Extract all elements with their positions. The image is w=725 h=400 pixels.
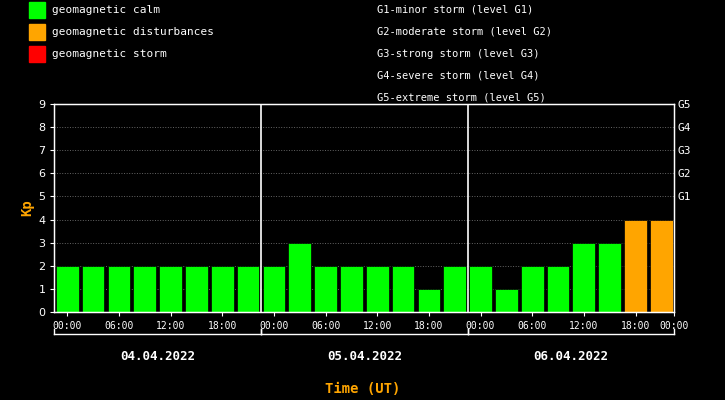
Text: G4-severe storm (level G4): G4-severe storm (level G4)	[377, 71, 539, 81]
Bar	[289, 243, 311, 312]
Text: G5-extreme storm (level G5): G5-extreme storm (level G5)	[377, 93, 546, 103]
Bar	[56, 266, 78, 312]
Text: 05.04.2022: 05.04.2022	[327, 350, 402, 363]
Bar	[392, 266, 415, 312]
Text: Time (UT): Time (UT)	[325, 382, 400, 396]
Bar	[340, 266, 362, 312]
Bar	[211, 266, 233, 312]
Text: geomagnetic storm: geomagnetic storm	[52, 49, 167, 59]
Bar	[133, 266, 156, 312]
Bar	[495, 289, 518, 312]
Bar	[237, 266, 260, 312]
Bar	[444, 266, 466, 312]
Bar	[262, 266, 285, 312]
Bar	[650, 220, 673, 312]
Text: geomagnetic disturbances: geomagnetic disturbances	[52, 27, 214, 37]
Bar	[521, 266, 544, 312]
Bar	[366, 266, 389, 312]
Text: 04.04.2022: 04.04.2022	[120, 350, 195, 363]
Bar	[107, 266, 130, 312]
Text: geomagnetic calm: geomagnetic calm	[52, 5, 160, 15]
Bar	[573, 243, 595, 312]
Bar	[314, 266, 337, 312]
Text: G1-minor storm (level G1): G1-minor storm (level G1)	[377, 5, 534, 15]
Bar	[469, 266, 492, 312]
Bar	[598, 243, 621, 312]
Bar	[160, 266, 182, 312]
Bar	[624, 220, 647, 312]
Text: G2-moderate storm (level G2): G2-moderate storm (level G2)	[377, 27, 552, 37]
Bar	[418, 289, 440, 312]
Bar	[185, 266, 208, 312]
Text: G3-strong storm (level G3): G3-strong storm (level G3)	[377, 49, 539, 59]
Bar	[547, 266, 569, 312]
Bar	[82, 266, 104, 312]
Text: 06.04.2022: 06.04.2022	[534, 350, 608, 363]
Y-axis label: Kp: Kp	[20, 200, 34, 216]
